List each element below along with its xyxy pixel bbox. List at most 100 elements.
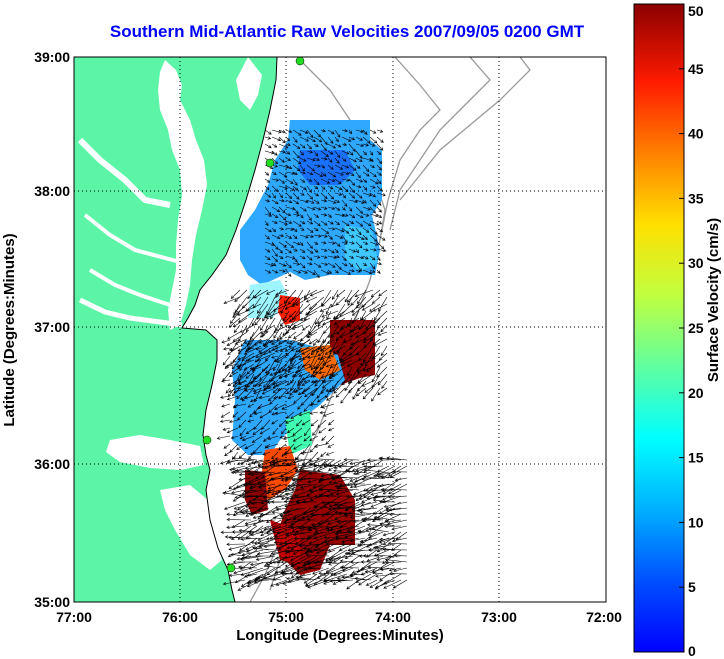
velocity-arrow bbox=[385, 507, 408, 513]
velocity-arrow bbox=[327, 355, 335, 359]
velocity-arrow bbox=[254, 470, 270, 474]
velocity-arrow bbox=[264, 255, 271, 261]
velocity-arrow bbox=[290, 355, 303, 360]
y-tick-label: 35:00 bbox=[34, 594, 70, 610]
velocity-arrow bbox=[264, 136, 272, 140]
velocity-arrow bbox=[330, 567, 348, 576]
velocity-arrow bbox=[220, 395, 231, 399]
radar-station-marker-icon bbox=[265, 158, 275, 168]
velocity-arrow bbox=[341, 192, 346, 199]
velocity-arrow bbox=[247, 331, 262, 345]
velocity-arrow bbox=[278, 233, 285, 238]
velocity-arrow bbox=[249, 411, 255, 418]
velocity-arrow bbox=[304, 387, 318, 398]
velocity-arrow bbox=[313, 262, 322, 268]
velocity-arrow bbox=[325, 395, 335, 401]
velocity-arrow bbox=[369, 206, 376, 214]
velocity-arrow bbox=[298, 411, 311, 417]
velocity-arrow bbox=[285, 136, 290, 142]
velocity-arrow bbox=[278, 198, 285, 203]
velocity-arrow bbox=[376, 171, 382, 176]
y-axis-label: Latitude (Degrees:Minutes) bbox=[1, 233, 18, 426]
velocity-arrow bbox=[355, 178, 364, 183]
colorbar-tick-label: 5 bbox=[688, 579, 696, 595]
velocity-arrow bbox=[357, 366, 367, 374]
velocity-arrow bbox=[363, 483, 384, 498]
velocity-arrow bbox=[254, 317, 262, 326]
velocity-arrow bbox=[288, 310, 297, 318]
potomac-river bbox=[77, 137, 171, 208]
velocity-arrow bbox=[244, 505, 258, 509]
velocity-arrow bbox=[258, 345, 269, 353]
velocity-arrow bbox=[278, 206, 286, 214]
velocity-arrow bbox=[307, 331, 318, 338]
velocity-arrow bbox=[226, 542, 246, 547]
velocity-arrow bbox=[257, 531, 276, 541]
velocity-arrow bbox=[382, 531, 396, 537]
velocity-arrow bbox=[252, 296, 262, 309]
velocity-arrow bbox=[300, 459, 324, 469]
velocity-arrow bbox=[357, 373, 374, 384]
velocity-arrow bbox=[335, 296, 346, 306]
velocity-arrow bbox=[223, 347, 231, 351]
velocity-vectors bbox=[216, 128, 408, 591]
velocity-arrow bbox=[274, 403, 287, 410]
velocity-arrow bbox=[391, 525, 408, 531]
velocity-arrow bbox=[327, 227, 336, 231]
velocity-arrow bbox=[292, 129, 302, 136]
velocity-arrow bbox=[354, 289, 374, 298]
velocity-arrow bbox=[247, 403, 255, 408]
velocity-arrow bbox=[247, 477, 264, 485]
velocity-arrow bbox=[245, 427, 255, 435]
velocity-arrow bbox=[371, 387, 381, 402]
velocity-arrow bbox=[310, 419, 319, 427]
velocity-arrow bbox=[307, 477, 324, 484]
velocity-arrow bbox=[355, 269, 361, 273]
velocity-arrow bbox=[316, 338, 325, 354]
velocity-arrow bbox=[264, 185, 270, 191]
velocity-arrow bbox=[237, 579, 258, 591]
colorbar-tick-label: 35 bbox=[688, 190, 704, 206]
velocity-arrow bbox=[244, 387, 255, 392]
velocity-arrow bbox=[327, 519, 342, 526]
velocity-arrow bbox=[317, 317, 325, 327]
velocity-arrow bbox=[306, 143, 312, 150]
velocity-arrow bbox=[290, 555, 312, 568]
velocity-arrow bbox=[384, 524, 402, 529]
velocity-arrow bbox=[364, 380, 381, 393]
velocity-arrow bbox=[227, 331, 241, 340]
velocity-arrow bbox=[287, 395, 295, 400]
velocity-arrow bbox=[369, 213, 379, 218]
velocity-arrow bbox=[292, 248, 298, 252]
velocity-arrow bbox=[285, 143, 291, 147]
velocity-arrow bbox=[261, 419, 271, 430]
velocity-arrow bbox=[327, 220, 334, 225]
velocity-arrow bbox=[384, 558, 408, 563]
velocity-arrow bbox=[326, 463, 348, 467]
velocity-arrow bbox=[297, 518, 318, 522]
velocity-arrow bbox=[232, 560, 258, 564]
velocity-arrow bbox=[279, 317, 290, 327]
velocity-arrow bbox=[319, 487, 336, 492]
velocity-arrow bbox=[237, 411, 247, 421]
velocity-arrow bbox=[333, 380, 346, 394]
velocity-arrow bbox=[250, 501, 270, 516]
velocity-arrow bbox=[320, 241, 327, 245]
velocity-arrow bbox=[244, 465, 270, 471]
colorbar-tick-label: 40 bbox=[688, 126, 704, 142]
velocity-arrow bbox=[392, 579, 408, 589]
velocity-arrow bbox=[334, 241, 341, 247]
velocity-arrow bbox=[349, 513, 372, 519]
velocity-arrow bbox=[348, 380, 360, 394]
velocity-arrow bbox=[362, 178, 368, 183]
velocity-arrow bbox=[292, 303, 304, 321]
velocity-arrow bbox=[285, 129, 293, 133]
velocity-arrow bbox=[388, 483, 408, 495]
velocity-arrow bbox=[249, 451, 263, 456]
velocity-arrow bbox=[269, 463, 288, 468]
velocity-arrow bbox=[395, 531, 408, 541]
velocity-arrow bbox=[294, 537, 306, 545]
velocity-arrow bbox=[320, 164, 326, 169]
velocity-arrow bbox=[228, 371, 239, 377]
velocity-arrow bbox=[264, 192, 272, 198]
